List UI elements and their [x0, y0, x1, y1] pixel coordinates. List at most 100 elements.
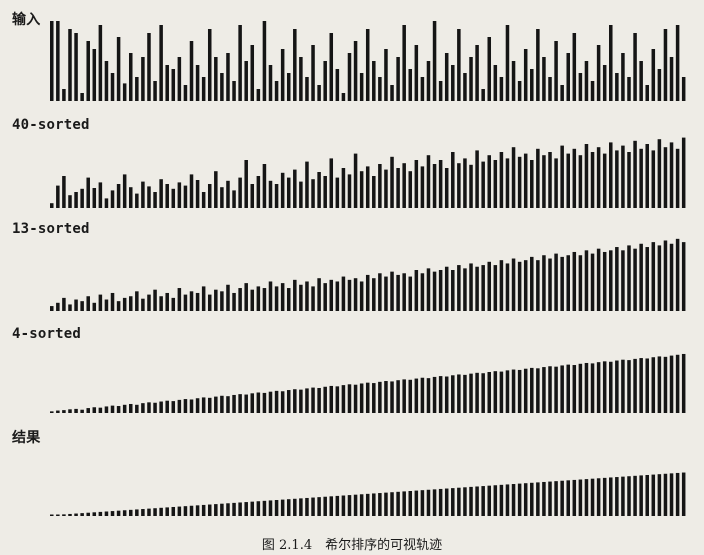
bar-1-43 — [311, 179, 315, 208]
bar-1-51 — [359, 171, 364, 208]
bar-3-18 — [159, 401, 163, 413]
bar-2-36 — [268, 281, 273, 311]
bar-3-82 — [548, 366, 552, 413]
bar-0-45 — [323, 61, 327, 101]
bar-3-20 — [171, 401, 176, 413]
bar-4-98 — [645, 475, 649, 516]
bar-0-78 — [523, 49, 528, 101]
bar-3-5 — [80, 409, 84, 413]
bar-3-23 — [189, 399, 194, 413]
bar-1-42 — [305, 161, 309, 208]
bar-4-11 — [116, 510, 121, 516]
bar-0-88 — [584, 61, 589, 101]
bar-1-73 — [493, 160, 498, 208]
bar-3-92 — [609, 361, 613, 413]
bar-3-99 — [651, 357, 656, 413]
bar-0-20 — [171, 69, 176, 101]
bar-4-18 — [159, 507, 163, 516]
bar-3-21 — [177, 399, 182, 413]
bar-4-41 — [299, 498, 303, 516]
bar-1-22 — [183, 185, 188, 208]
bar-3-65 — [444, 376, 449, 413]
bar-0-100 — [657, 69, 662, 101]
bar-1-8 — [98, 182, 103, 208]
bar-4-4 — [74, 513, 78, 516]
bar-0-43 — [311, 45, 315, 101]
bar-3-11 — [116, 406, 121, 413]
bar-2-58 — [402, 273, 406, 311]
bar-3-60 — [414, 378, 419, 413]
bar-1-72 — [487, 155, 492, 208]
bar-3-40 — [293, 389, 297, 413]
bar-2-87 — [578, 255, 583, 311]
bar-2-22 — [183, 294, 188, 311]
bar-0-92 — [609, 25, 613, 101]
bar-3-10 — [110, 405, 115, 413]
bar-4-92 — [609, 477, 613, 516]
bar-1-7 — [92, 188, 97, 208]
bar-3-6 — [86, 408, 90, 413]
bar-4-1 — [56, 514, 60, 516]
bar-1-49 — [347, 174, 352, 208]
bar-3-30 — [232, 394, 236, 413]
bar-4-52 — [365, 493, 370, 516]
bar-0-86 — [572, 33, 577, 101]
bar-0-17 — [153, 81, 157, 101]
bar-2-101 — [663, 240, 668, 311]
bar-3-49 — [347, 384, 352, 413]
bar-2-12 — [122, 297, 127, 311]
bar-1-11 — [116, 184, 121, 208]
bar-3-39 — [286, 390, 291, 413]
bar-4-68 — [463, 487, 467, 516]
bar-4-85 — [566, 480, 570, 516]
bar-0-44 — [317, 85, 321, 101]
bar-2-47 — [335, 281, 340, 311]
bar-3-84 — [560, 365, 564, 413]
bar-0-23 — [189, 41, 194, 101]
bar-4-0 — [50, 514, 54, 516]
bar-0-99 — [651, 49, 656, 101]
panel-2 — [50, 238, 686, 311]
bar-3-73 — [493, 371, 498, 413]
bar-3-56 — [390, 381, 394, 413]
bar-1-62 — [426, 155, 431, 208]
bar-0-25 — [201, 77, 206, 101]
bar-2-70 — [475, 266, 479, 311]
bar-1-71 — [481, 161, 485, 208]
bar-0-51 — [359, 73, 364, 101]
bar-3-86 — [572, 365, 577, 413]
bar-2-10 — [110, 292, 115, 311]
bar-3-42 — [305, 388, 309, 413]
bar-0-71 — [481, 89, 485, 101]
bar-0-5 — [80, 93, 84, 101]
bar-4-3 — [68, 513, 72, 516]
bar-1-17 — [153, 192, 157, 208]
bar-2-15 — [141, 298, 145, 311]
bar-2-42 — [305, 281, 309, 311]
bar-2-39 — [286, 288, 291, 311]
bar-0-22 — [183, 85, 188, 101]
bar-4-80 — [536, 482, 540, 516]
bar-0-93 — [615, 73, 619, 101]
bar-0-14 — [135, 77, 139, 101]
bar-0-35 — [262, 21, 267, 101]
bar-0-39 — [286, 73, 291, 101]
bar-3-100 — [657, 356, 662, 413]
bar-1-83 — [554, 158, 558, 208]
bar-2-68 — [463, 268, 467, 311]
bar-0-37 — [274, 81, 279, 101]
bar-4-22 — [183, 506, 188, 516]
bar-4-40 — [293, 498, 297, 516]
bar-3-89 — [590, 363, 595, 413]
bar-3-51 — [359, 383, 364, 413]
bar-2-69 — [469, 263, 473, 311]
bar-3-64 — [438, 376, 443, 413]
bar-4-91 — [602, 477, 607, 516]
bar-1-36 — [268, 180, 273, 208]
bar-4-59 — [408, 490, 413, 516]
bar-2-86 — [572, 251, 577, 311]
bar-3-88 — [584, 362, 589, 413]
bar-4-88 — [584, 479, 589, 516]
bar-4-56 — [390, 492, 394, 516]
bar-4-104 — [681, 472, 686, 516]
